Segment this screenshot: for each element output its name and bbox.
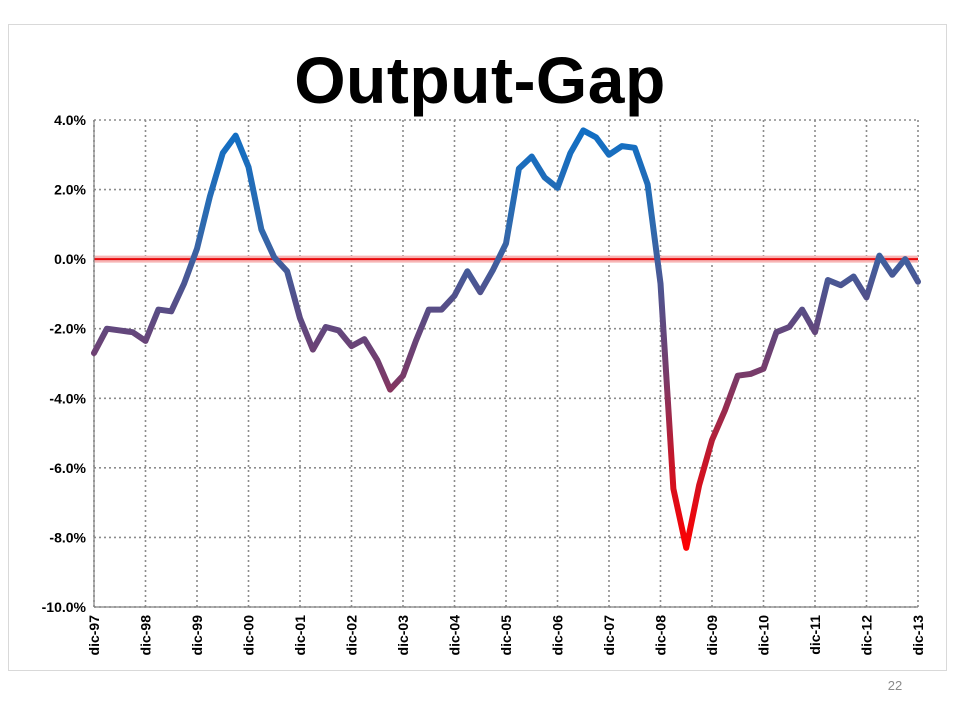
x-tick-labels: dic-97 dic-98 dic-99 dic-00 dic-01 dic-02 dic-… xyxy=(86,615,926,656)
series-point xyxy=(697,483,702,488)
x-tick-label: dic-09 xyxy=(704,615,720,656)
series-point xyxy=(375,358,380,363)
series-point xyxy=(787,324,792,329)
series-point xyxy=(143,338,148,343)
series-point xyxy=(478,290,483,295)
series-point xyxy=(491,267,496,272)
series-point xyxy=(207,194,212,199)
x-tick-label: dic-13 xyxy=(910,615,926,656)
series-point xyxy=(903,257,908,262)
series-point xyxy=(774,330,779,335)
x-tick-label: dic-99 xyxy=(189,615,205,656)
series-point xyxy=(735,373,740,378)
x-tick-label: dic-04 xyxy=(447,615,463,656)
y-tick-label: -2.0% xyxy=(49,321,86,337)
series-point xyxy=(645,182,650,187)
y-tick-label: -10.0% xyxy=(42,599,87,615)
series-point xyxy=(233,133,238,138)
series-point xyxy=(800,307,805,312)
series-point xyxy=(465,269,470,274)
series-point xyxy=(658,281,663,286)
series-point xyxy=(285,269,290,274)
y-tick-label: -4.0% xyxy=(49,390,86,406)
series-point xyxy=(890,272,895,277)
series-point xyxy=(156,307,161,312)
series-point xyxy=(452,293,457,298)
series-point xyxy=(619,144,624,149)
series-point xyxy=(323,324,328,329)
series-point xyxy=(336,328,341,333)
y-tick-label: -6.0% xyxy=(49,460,86,476)
axes xyxy=(93,120,918,608)
grid xyxy=(93,119,919,608)
series-point xyxy=(298,316,303,321)
series-point xyxy=(272,255,277,260)
series-point xyxy=(388,387,393,392)
series-point xyxy=(130,330,135,335)
series-point xyxy=(851,274,856,279)
series-point xyxy=(529,154,534,159)
x-tick-label: dic-12 xyxy=(859,615,875,656)
series-point xyxy=(838,283,843,288)
y-tick-label: 2.0% xyxy=(54,182,86,198)
series-point xyxy=(117,328,122,333)
x-tick-label: dic-08 xyxy=(653,615,669,656)
series-point xyxy=(581,128,586,133)
x-tick-label: dic-07 xyxy=(601,615,617,656)
x-tick-label: dic-02 xyxy=(344,615,360,656)
x-tick-label: dic-98 xyxy=(138,615,154,656)
series-point xyxy=(504,241,509,246)
x-tick-label: dic-10 xyxy=(756,615,772,656)
x-tick-label: dic-05 xyxy=(498,615,514,656)
series-point xyxy=(259,227,264,232)
series-point xyxy=(349,344,354,349)
series-point xyxy=(710,438,715,443)
y-tick-label: 4.0% xyxy=(54,112,86,128)
series-point xyxy=(607,152,612,157)
y-tick-label: -8.0% xyxy=(49,529,86,545)
series-point xyxy=(748,371,753,376)
series-point xyxy=(246,164,251,169)
series-point xyxy=(813,330,818,335)
series-point xyxy=(310,347,315,352)
series-point xyxy=(632,145,637,150)
series-point xyxy=(182,281,187,286)
series-point xyxy=(362,337,367,342)
slide-number: 22 xyxy=(887,678,903,693)
x-tick-label: dic-00 xyxy=(241,615,257,656)
x-tick-label: dic-06 xyxy=(550,615,566,656)
series-point xyxy=(555,185,560,190)
series-point xyxy=(671,486,676,491)
series-point xyxy=(825,278,830,283)
series-point xyxy=(568,151,573,156)
series-point xyxy=(864,295,869,300)
x-tick-label: dic-03 xyxy=(395,615,411,656)
series-point xyxy=(413,338,418,343)
x-tick-label: dic-01 xyxy=(292,615,308,656)
x-tick-label: dic-97 xyxy=(86,615,102,656)
series-point xyxy=(916,279,921,284)
series-point xyxy=(542,175,547,180)
y-tick-labels: 4.0% 2.0% 0.0% -2.0% -4.0% -6.0% -8.0% -10.0% xyxy=(42,112,87,615)
series-point xyxy=(684,545,689,550)
x-tick-label: dic-11 xyxy=(807,615,823,655)
series-point xyxy=(401,373,406,378)
series-point xyxy=(761,366,766,371)
y-tick-label: 0.0% xyxy=(54,251,86,267)
series-point xyxy=(92,351,97,356)
series-point xyxy=(104,326,109,331)
series-point xyxy=(195,246,200,251)
series-point xyxy=(722,408,727,413)
series-point xyxy=(516,166,521,171)
series-point xyxy=(426,307,431,312)
series-point xyxy=(220,151,225,156)
series-point xyxy=(877,253,882,258)
series-point xyxy=(439,307,444,312)
output-gap-series-line xyxy=(91,127,921,551)
series-point xyxy=(169,309,174,314)
slide-frame xyxy=(8,24,947,671)
series-point xyxy=(594,135,599,140)
chart-title: Output-Gap xyxy=(294,43,666,117)
